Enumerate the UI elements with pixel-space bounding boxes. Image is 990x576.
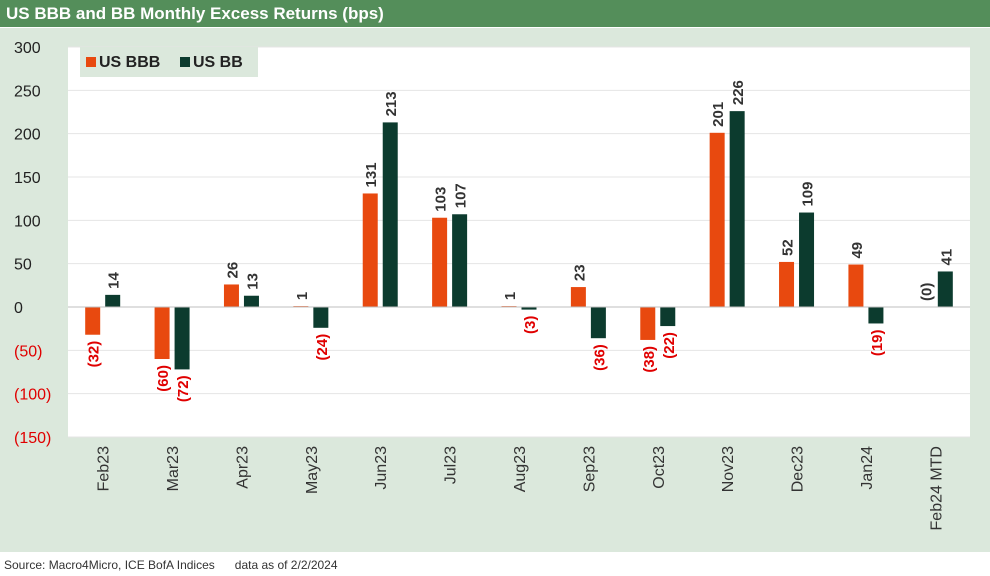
bar-us-bb [174,307,190,370]
x-tick-label: Dec23 [790,446,807,492]
bar-us-bbb [570,287,586,307]
y-tick-label: 0 [14,300,23,317]
legend-label: US BB [193,54,243,71]
legend-swatch [180,57,190,67]
bar-us-bbb [85,307,101,335]
data-label: 23 [571,264,588,281]
bar-us-bbb [223,284,239,307]
y-tick-label: 250 [14,83,41,100]
y-tick-label: 300 [14,40,41,57]
data-label: (36) [591,344,608,371]
data-label: (24) [314,334,331,361]
y-tick-label: 150 [14,170,41,187]
x-tick-label: Feb24 MTD [928,446,945,530]
bar-us-bbb [432,217,448,307]
data-label: 109 [800,182,817,207]
data-label: (38) [641,346,658,373]
data-label: 107 [453,183,470,208]
data-label: 41 [938,249,955,266]
bar-us-bb [243,295,259,307]
data-label: 26 [224,262,241,279]
bar-us-bb [105,294,121,307]
data-label: 226 [730,80,747,105]
bar-us-bb [521,307,537,310]
bar-us-bb [382,122,398,308]
legend-label: US BBB [99,54,160,71]
data-label: 131 [363,162,380,187]
plot-area [68,47,970,437]
bar-us-bb [313,307,329,328]
bar-us-bbb [362,193,378,307]
data-label: (3) [522,316,539,334]
data-label: (60) [155,365,172,392]
data-label: 1 [502,292,519,300]
bar-us-bb [729,111,745,307]
data-label: (72) [175,375,192,402]
data-label: 201 [710,102,727,127]
data-label: 103 [433,187,450,212]
data-label: 52 [780,239,797,256]
chart-title: US BBB and BB Monthly Excess Returns (bp… [0,0,990,27]
data-label: 1 [294,292,311,300]
y-tick-label: (100) [14,387,51,404]
data-label: 49 [849,242,866,259]
data-label: (0) [918,283,935,301]
x-tick-label: May23 [304,446,321,494]
bar-us-bb [799,212,815,307]
x-tick-label: Mar23 [165,446,182,491]
x-tick-label: Jan24 [859,446,876,490]
bar-us-bb [660,307,676,327]
x-tick-label: Jun23 [373,446,390,490]
bar-us-bbb [848,264,864,307]
legend-swatch [86,57,96,67]
bar-us-bbb [709,132,725,307]
x-tick-label: Aug23 [512,446,529,492]
source-text: Source: Macro4Micro, ICE BofA Indices [4,558,215,572]
x-tick-label: Feb23 [96,446,113,491]
bar-us-bbb [640,307,656,340]
y-tick-label: 200 [14,127,41,144]
data-label: 14 [106,272,123,289]
source-note: Source: Macro4Micro, ICE BofA Indices da… [4,558,338,572]
x-tick-label: Sep23 [581,446,598,492]
y-tick-label: (50) [14,343,42,360]
data-label: 13 [244,273,261,290]
bar-us-bb [937,271,953,307]
bar-us-bb [590,307,606,339]
bar-us-bbb [154,307,170,359]
data-label: 213 [383,91,400,116]
bar-us-bb [868,307,884,324]
y-tick-label: 100 [14,213,41,230]
bar-us-bbb [779,261,795,307]
y-tick-label: 50 [14,257,32,274]
x-tick-label: Oct23 [651,446,668,489]
x-tick-label: Nov23 [720,446,737,492]
as-of-text: data as of 2/2/2024 [234,558,338,572]
x-tick-label: Jul23 [443,446,460,484]
bar-us-bb [452,214,468,307]
y-tick-label: (150) [14,430,51,447]
x-tick-label: Apr23 [234,446,251,489]
legend-box [80,47,258,77]
data-label: (19) [869,329,886,356]
data-label: (32) [86,341,103,368]
data-label: (22) [661,332,678,359]
